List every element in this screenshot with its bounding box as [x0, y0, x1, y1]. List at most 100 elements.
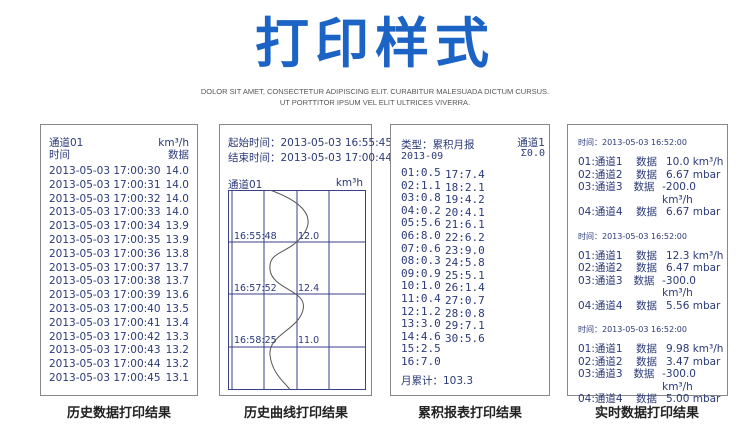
- time-mark: 16:55:48: [234, 231, 277, 242]
- row-value: 14.0: [165, 178, 189, 191]
- history-curve-panel: 起始时间：2013-05-03 16:55:45 结束时间：2013-05-03…: [219, 124, 392, 396]
- report-channel: 通道1: [517, 137, 545, 149]
- block-time: 时间：2013-05-03 16:52:00: [578, 231, 687, 241]
- channel-label: 通道01: [49, 137, 84, 149]
- data-label: 数据: [636, 156, 657, 168]
- channel-name: 03:通道3: [578, 274, 623, 287]
- row-time: 2013-05-03 17:00:36: [49, 247, 161, 260]
- row-time: 2013-05-03 17:00:42: [49, 330, 161, 343]
- history-curve-caption: 历史曲线打印结果: [243, 406, 348, 421]
- table-row: 2013-05-03 17:00:38 13.7: [49, 275, 189, 289]
- channel-value: -300.0 km³/h: [662, 368, 696, 393]
- day-value: 23:9.0: [445, 243, 485, 257]
- channel-value: -200.0 km³/h: [662, 181, 696, 206]
- row-time: 2013-05-03 17:00:31: [49, 178, 161, 191]
- day-value: 20:4.1: [445, 205, 485, 219]
- report-sum: Σ0.0: [520, 148, 545, 159]
- day-value: 14:4.6: [401, 329, 441, 343]
- realtime-block: 时间：2013-05-03 16:52:00 01:通道1 数据 10.0 km³/h…: [578, 137, 727, 219]
- table-row: 2013-05-03 17:00:43 13.2: [49, 344, 189, 358]
- table-row: 2013-05-03 17:00:41 13.4: [49, 317, 189, 331]
- time-header: 时间: [49, 149, 70, 161]
- cumulative-report-caption: 累积报表打印结果: [417, 406, 522, 421]
- subtitle-line: UT PORTTITOR IPSUM VEL ELIT ULTRICES VIV…: [279, 98, 471, 107]
- day-value: 28:0.8: [445, 306, 485, 320]
- row-value: 13.4: [165, 316, 189, 329]
- value-mark: 12.0: [298, 231, 320, 242]
- row-value: 13.3: [165, 330, 189, 343]
- channel-value: 6.67 mbar: [666, 168, 721, 181]
- channel-name: 03:通道3: [578, 368, 623, 380]
- channel-name: 04:通道4: [578, 299, 623, 312]
- channel-row: 04:通道4 数据 5.00 mbar: [578, 393, 727, 406]
- block-time: 时间：2013-05-03 16:52:00: [578, 138, 687, 147]
- channel-name: 02:通道2: [578, 355, 623, 368]
- day-value: 13:3.0: [401, 317, 441, 331]
- row-value: 14.0: [165, 165, 189, 177]
- channel-name: 02:通道2: [578, 262, 623, 274]
- day-value: 22:6.2: [445, 230, 485, 244]
- table-row: 2013-05-03 17:00:39 13.6: [49, 289, 189, 303]
- realtime-block: 时间：2013-05-03 16:52:00 01:通道1 数据 12.3 km³/h…: [578, 231, 727, 313]
- row-time: 2013-05-03 17:00:40: [49, 302, 161, 315]
- day-value: 26:1.4: [445, 281, 485, 295]
- day-value: 29:7.1: [445, 319, 485, 333]
- day-value: 17:7.4: [445, 168, 485, 181]
- page-title: 打印样式: [255, 12, 495, 75]
- day-value: 19:4.2: [445, 193, 485, 207]
- day-value: 10:1.0: [401, 279, 441, 293]
- curve-chart: [228, 190, 366, 390]
- data-label: 数据: [636, 343, 657, 355]
- row-time: 2013-05-03 17:00:41: [49, 316, 161, 329]
- block-time: 时间：2013-05-03 16:52:00: [578, 325, 687, 334]
- channel-row: 01:通道1 数据 10.0 km³/h: [578, 156, 727, 169]
- day-value: 02:1.1: [401, 178, 441, 192]
- channel-value: 5.00 mbar: [666, 393, 721, 405]
- day-value: 27:0.7: [445, 293, 485, 307]
- row-value: 14.0: [165, 192, 189, 205]
- day-value: 06:8.0: [401, 228, 441, 242]
- day-value: 11:0.4: [401, 291, 441, 305]
- row-time: 2013-05-03 17:00:37: [49, 261, 161, 274]
- day-value: 05:5.6: [401, 216, 441, 230]
- day-value: 01:0.5: [401, 166, 441, 179]
- day-value: 30:5.6: [445, 331, 485, 345]
- table-row: 2013-05-03 17:00:31 14.0: [49, 179, 189, 193]
- history-data-caption: 历史数据打印结果: [66, 406, 171, 421]
- row-value: 13.6: [165, 289, 189, 302]
- unit-label: km³/h: [158, 137, 189, 149]
- cumulative-report-panel: 类型：累积月报 2013-09 通道1 Σ0.0 01:0.5 02:1.1 03:…: [390, 124, 550, 396]
- table-row: 2013-05-03 17:00:36 13.8: [49, 248, 189, 262]
- row-time: 2013-05-03 17:00:35: [49, 233, 161, 246]
- data-label: 数据: [633, 368, 655, 380]
- table-row: 2013-05-03 17:00:33 14.0: [49, 206, 189, 220]
- day-value: 08:0.3: [401, 254, 441, 268]
- data-label: 数据: [636, 355, 657, 368]
- day-value: 25:5.1: [445, 268, 485, 282]
- time-mark: 16:57:52: [234, 283, 277, 294]
- curve-channel: 通道01: [228, 179, 263, 191]
- month-total: 月累计：103.3: [401, 375, 474, 387]
- channel-value: 10.0 km³/h: [666, 156, 724, 168]
- day-value: 09:0.9: [401, 266, 441, 280]
- row-time: 2013-05-03 17:00:43: [49, 344, 161, 357]
- day-value: 21:6.1: [445, 218, 485, 232]
- data-label: 数据: [636, 206, 657, 218]
- table-row: 2013-05-03 17:00:34 13.9: [49, 220, 189, 234]
- table-row: 2013-05-03 17:00:37 13.7: [49, 262, 189, 276]
- day-value: 04:0.2: [401, 203, 441, 217]
- table-row: 2013-05-03 17:00:32 14.0: [49, 193, 189, 207]
- row-value: 13.9: [165, 233, 189, 246]
- realtime-block: 时间：2013-05-03 16:52:00 01:通道1 数据 9.98 km³/h…: [578, 324, 727, 406]
- channel-row: 03:通道3 数据 -300.0 km³/h: [578, 368, 727, 393]
- data-label: 数据: [633, 274, 655, 287]
- channel-name: 01:通道1: [578, 343, 623, 355]
- channel-row: 03:通道3 数据 -300.0 km³/h: [578, 275, 727, 300]
- row-time: 2013-05-03 17:00:45: [49, 371, 161, 384]
- realtime-data-caption: 实时数据打印结果: [594, 406, 699, 421]
- row-time: 2013-05-03 17:00:38: [49, 275, 161, 288]
- row-time: 2013-05-03 17:00:32: [49, 192, 161, 205]
- data-label: 数据: [636, 168, 657, 181]
- channel-name: 04:通道4: [578, 393, 623, 405]
- channel-name: 03:通道3: [578, 181, 623, 193]
